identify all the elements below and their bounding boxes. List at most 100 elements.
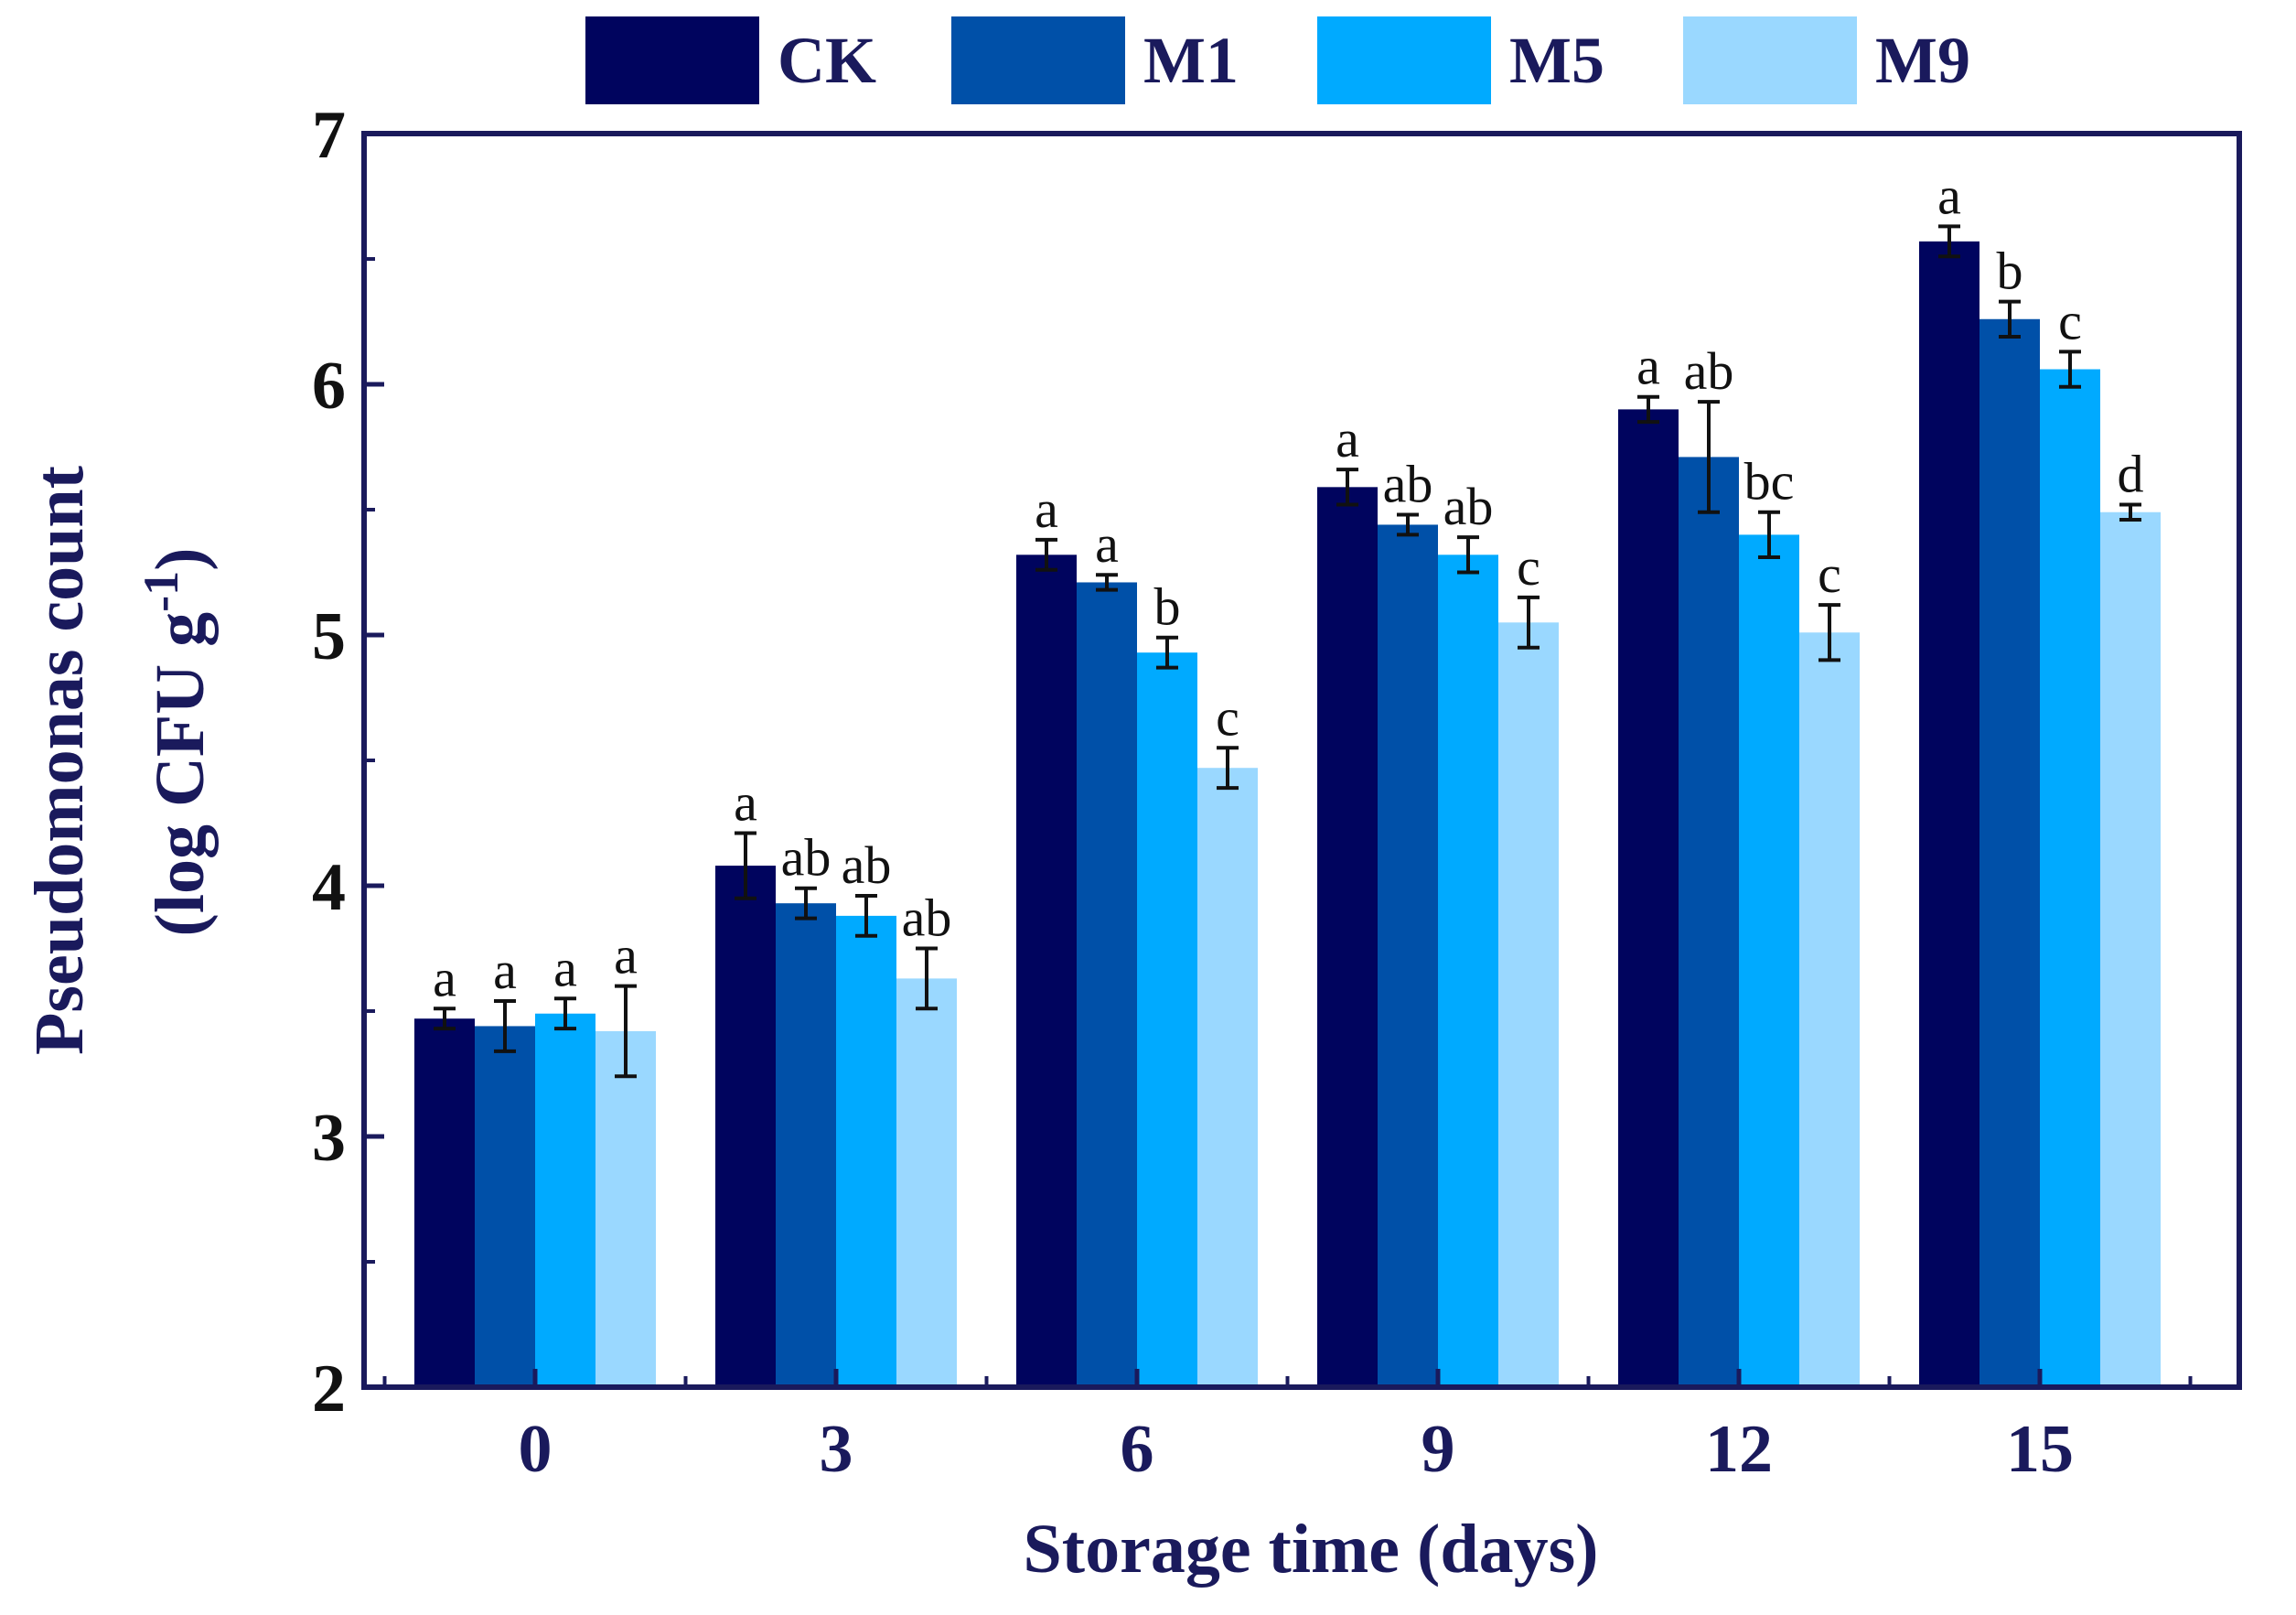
y-axis-unit-close: ) bbox=[142, 548, 219, 571]
error-bar-M5-day-3 bbox=[855, 893, 877, 938]
error-bar-M9-day-6 bbox=[1217, 746, 1239, 791]
error-bar-CK-day-9 bbox=[1336, 468, 1358, 507]
bar-M5-day-15 bbox=[2040, 369, 2100, 1387]
bars-group bbox=[414, 241, 2161, 1388]
legend-swatch-M1 bbox=[951, 16, 1125, 104]
significance-label-M9-day-15: d bbox=[2118, 445, 2144, 504]
bar-M1-day-12 bbox=[1679, 457, 1739, 1388]
significance-label-M9-day-12: c bbox=[1818, 544, 1841, 604]
legend-item-M1: M1 bbox=[951, 16, 1239, 104]
x-tick-label: 6 bbox=[1121, 1412, 1154, 1487]
bar-M5-day-12 bbox=[1739, 534, 1799, 1387]
error-bar-CK-day-15 bbox=[1938, 224, 1960, 259]
legend-swatch-M5 bbox=[1317, 16, 1491, 104]
error-bar-M1-day-12 bbox=[1698, 400, 1720, 514]
significance-label-CK-day-3: a bbox=[734, 772, 757, 832]
legend-label-M1: M1 bbox=[1143, 24, 1239, 97]
bar-M5-day-9 bbox=[1438, 554, 1498, 1387]
y-tick-label: 6 bbox=[312, 349, 346, 424]
significance-label-M9-day-6: c bbox=[1216, 687, 1239, 747]
y-axis-unit-exponent: -1 bbox=[134, 571, 188, 612]
significance-label-M5-day-6: b bbox=[1154, 577, 1181, 637]
significance-label-M5-day-0: a bbox=[553, 938, 577, 997]
error-bar-CK-day-6 bbox=[1035, 537, 1057, 572]
significance-label-CK-day-15: a bbox=[1937, 166, 1961, 225]
significance-label-M1-day-0: a bbox=[493, 941, 517, 1000]
error-bar-M9-day-0 bbox=[615, 984, 637, 1079]
y-tick-label: 3 bbox=[312, 1101, 346, 1176]
x-tick-label: 15 bbox=[2006, 1412, 2074, 1487]
bar-M9-day-15 bbox=[2100, 511, 2161, 1387]
x-tick-label: 3 bbox=[820, 1412, 853, 1487]
error-bar-M1-day-0 bbox=[494, 999, 516, 1053]
significance-label-M5-day-3: ab bbox=[842, 835, 892, 895]
significance-label-M9-day-9: c bbox=[1517, 537, 1540, 597]
bar-M1-day-6 bbox=[1077, 582, 1137, 1387]
significance-label-CK-day-9: a bbox=[1336, 409, 1359, 468]
significance-label-M1-day-15: b bbox=[1997, 242, 2023, 301]
error-bar-M5-day-15 bbox=[2059, 350, 2081, 389]
y-axis-unit: (log CFU g bbox=[142, 612, 219, 937]
bar-M9-day-6 bbox=[1197, 768, 1258, 1387]
error-bar-M9-day-15 bbox=[2119, 502, 2141, 522]
bar-CK-day-0 bbox=[414, 1018, 475, 1387]
x-tick-label: 12 bbox=[1705, 1412, 1773, 1487]
bar-M1-day-9 bbox=[1378, 524, 1438, 1387]
bar-M9-day-0 bbox=[595, 1030, 656, 1387]
legend-item-M5: M5 bbox=[1317, 16, 1604, 104]
bar-CK-day-12 bbox=[1618, 409, 1679, 1387]
y-tick-label: 7 bbox=[312, 98, 346, 173]
legend-label-M9: M9 bbox=[1875, 24, 1970, 97]
error-bar-M1-day-15 bbox=[1999, 299, 2021, 339]
legend-label-M5: M5 bbox=[1509, 24, 1604, 97]
error-bar-CK-day-3 bbox=[735, 831, 756, 900]
significance-label-M9-day-3: ab bbox=[902, 888, 952, 948]
significance-label-CK-day-0: a bbox=[433, 948, 456, 1007]
significance-label-M5-day-15: c bbox=[2058, 291, 2082, 350]
significance-label-M1-day-6: a bbox=[1095, 514, 1119, 574]
error-bar-M9-day-9 bbox=[1518, 595, 1540, 650]
bar-M9-day-3 bbox=[896, 978, 957, 1387]
bar-CK-day-9 bbox=[1317, 487, 1378, 1387]
bar-M5-day-0 bbox=[535, 1013, 595, 1387]
y-tick-label: 4 bbox=[312, 850, 346, 925]
significance-label-M1-day-9: ab bbox=[1383, 454, 1433, 513]
y-axis-ticks: 2 3 4 5 6 7 bbox=[312, 98, 384, 1427]
significance-label-CK-day-12: a bbox=[1636, 337, 1660, 396]
bar-CK-day-3 bbox=[715, 866, 776, 1387]
bar-M9-day-9 bbox=[1498, 622, 1559, 1387]
legend-item-CK: CK bbox=[585, 16, 876, 104]
bar-CK-day-6 bbox=[1016, 554, 1077, 1387]
error-bars-group bbox=[434, 224, 2141, 1079]
legend-label-CK: CK bbox=[778, 24, 876, 97]
x-axis-title: Storage time (days) bbox=[1024, 1511, 1599, 1588]
y-axis-title: Pseudomonas count (log CFU g-1) bbox=[21, 466, 219, 1055]
error-bar-M9-day-3 bbox=[916, 946, 938, 1011]
legend: CK M1 M5 M9 bbox=[585, 16, 1970, 104]
x-tick-label: 0 bbox=[519, 1412, 553, 1487]
legend-swatch-M9 bbox=[1683, 16, 1857, 104]
y-axis-title-line1: Pseudomonas count bbox=[21, 466, 98, 1055]
bar-M5-day-6 bbox=[1137, 652, 1197, 1387]
y-tick-label: 5 bbox=[312, 599, 346, 674]
bar-CK-day-15 bbox=[1919, 241, 1979, 1387]
significance-label-M5-day-9: ab bbox=[1443, 477, 1494, 536]
error-bar-M5-day-9 bbox=[1457, 535, 1479, 575]
significance-label-CK-day-6: a bbox=[1035, 479, 1058, 539]
error-bar-M5-day-6 bbox=[1156, 635, 1178, 670]
significance-label-M1-day-3: ab bbox=[781, 828, 831, 888]
bar-M1-day-3 bbox=[776, 903, 836, 1387]
y-tick-label: 2 bbox=[312, 1351, 346, 1427]
error-bar-CK-day-12 bbox=[1637, 394, 1659, 425]
bar-M1-day-15 bbox=[1979, 318, 2040, 1387]
error-bar-M9-day-12 bbox=[1819, 603, 1840, 662]
significance-label-M5-day-12: bc bbox=[1744, 452, 1795, 511]
legend-item-M9: M9 bbox=[1683, 16, 1970, 104]
legend-swatch-CK bbox=[585, 16, 759, 104]
error-bar-CK-day-0 bbox=[434, 1007, 456, 1031]
x-axis-ticks: 0 3 6 9 12 15 bbox=[382, 1369, 2193, 1487]
